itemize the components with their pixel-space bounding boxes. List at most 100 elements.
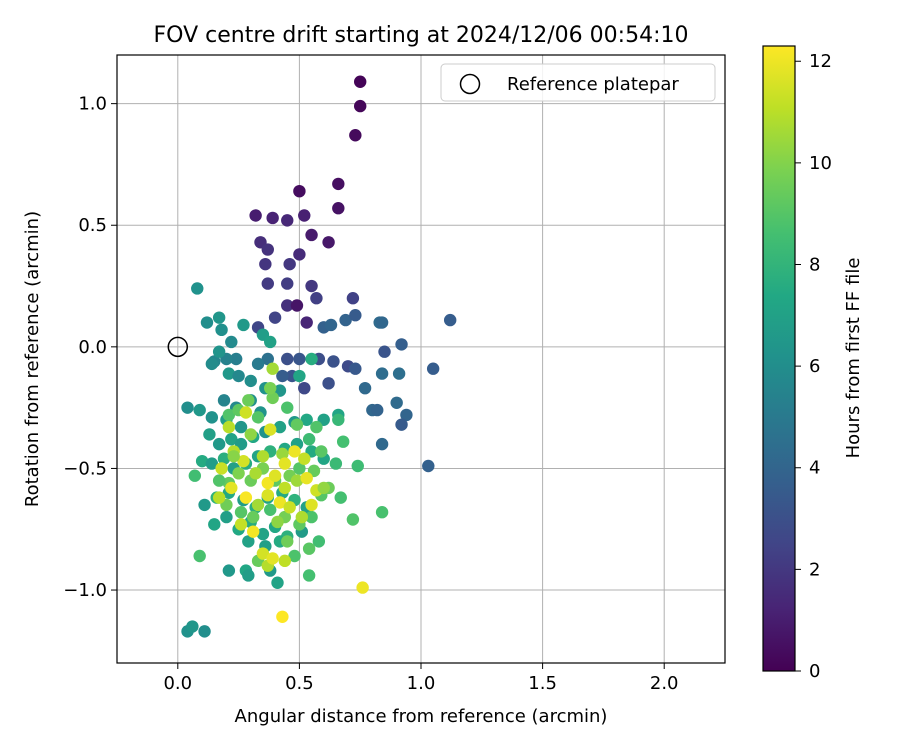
data-point — [264, 335, 277, 349]
data-point — [375, 437, 389, 451]
data-point — [346, 513, 360, 526]
data-point — [349, 309, 362, 322]
data-point — [390, 396, 403, 409]
data-point — [188, 469, 202, 482]
colorbar-tick-label: 2 — [809, 559, 820, 580]
data-point — [317, 481, 330, 495]
data-point — [266, 211, 279, 225]
data-point — [259, 257, 272, 271]
data-point — [273, 420, 287, 434]
x-tick-label: 0.0 — [163, 673, 192, 694]
data-point — [215, 323, 228, 337]
data-point — [234, 506, 248, 519]
data-point — [324, 318, 338, 332]
data-point — [278, 457, 292, 470]
data-point — [334, 491, 347, 504]
data-point — [234, 518, 248, 531]
data-point — [212, 311, 226, 324]
data-point — [205, 457, 219, 470]
data-point — [302, 542, 316, 555]
data-point — [200, 316, 214, 329]
data-point — [332, 202, 345, 215]
data-point — [293, 248, 306, 261]
data-point — [349, 129, 362, 142]
data-point — [225, 335, 238, 349]
data-point — [322, 236, 335, 249]
data-point — [300, 316, 313, 329]
y-tick-label: 0.5 — [78, 215, 107, 236]
data-point — [266, 391, 279, 405]
data-point — [232, 467, 245, 480]
data-point — [281, 352, 294, 366]
y-tick-label: −0.5 — [63, 458, 107, 479]
data-point — [378, 345, 391, 358]
data-point — [205, 411, 219, 424]
data-point — [351, 459, 364, 473]
y-tick-label: 1.0 — [78, 94, 107, 115]
data-point — [293, 352, 306, 366]
data-point — [212, 491, 226, 504]
data-point — [375, 506, 389, 519]
x-tick-label: 1.5 — [528, 673, 557, 694]
data-point — [336, 435, 350, 448]
data-point — [312, 535, 326, 548]
data-point — [193, 549, 206, 563]
data-point — [225, 481, 238, 495]
data-point — [203, 428, 216, 441]
data-point — [283, 501, 296, 514]
data-point — [332, 413, 345, 426]
data-point — [400, 408, 413, 422]
colorbar-tick-label: 8 — [809, 254, 820, 275]
legend-box — [440, 63, 716, 102]
data-point — [244, 428, 257, 441]
data-point — [354, 99, 367, 113]
x-axis-ticks: 0.0 0.5 1.0 1.5 2.0 — [163, 663, 679, 694]
data-point — [443, 313, 457, 327]
y-axis-label: Rotation from reference (arcmin) — [22, 211, 43, 507]
data-point — [276, 369, 289, 383]
data-point — [302, 569, 316, 582]
data-point — [375, 316, 389, 329]
data-point — [251, 357, 265, 371]
data-point — [375, 367, 389, 380]
data-point — [256, 450, 270, 463]
data-point — [298, 209, 311, 222]
data-point — [217, 452, 231, 465]
data-point — [271, 515, 284, 529]
data-point — [246, 525, 260, 538]
legend: Reference platepar — [440, 63, 716, 102]
data-point — [264, 423, 277, 436]
colorbar-gradient — [762, 45, 796, 672]
data-point — [349, 362, 362, 375]
data-point — [298, 381, 311, 395]
data-point — [358, 381, 372, 395]
data-point — [222, 564, 236, 577]
data-point — [251, 498, 265, 512]
data-point — [237, 318, 250, 332]
data-point — [281, 214, 294, 227]
data-point — [283, 257, 296, 271]
data-point — [220, 510, 233, 524]
data-point — [310, 292, 323, 305]
data-point — [288, 549, 301, 563]
data-point — [239, 491, 253, 504]
x-axis-label: Angular distance from reference (arcmin) — [235, 706, 608, 727]
data-point — [256, 547, 270, 560]
data-point — [426, 362, 440, 375]
data-point — [239, 406, 253, 419]
legend-marker-reference — [459, 73, 481, 95]
colorbar-tick-label: 6 — [809, 356, 820, 377]
data-point — [422, 459, 435, 473]
data-point — [256, 527, 270, 541]
data-point — [327, 355, 340, 368]
data-point — [392, 367, 406, 380]
data-point — [222, 420, 236, 434]
data-point — [222, 408, 236, 422]
x-tick-label: 1.0 — [407, 673, 436, 694]
data-point — [208, 518, 221, 531]
data-point — [195, 454, 209, 468]
data-point — [290, 418, 304, 431]
data-point — [293, 462, 306, 475]
data-point — [244, 374, 257, 388]
